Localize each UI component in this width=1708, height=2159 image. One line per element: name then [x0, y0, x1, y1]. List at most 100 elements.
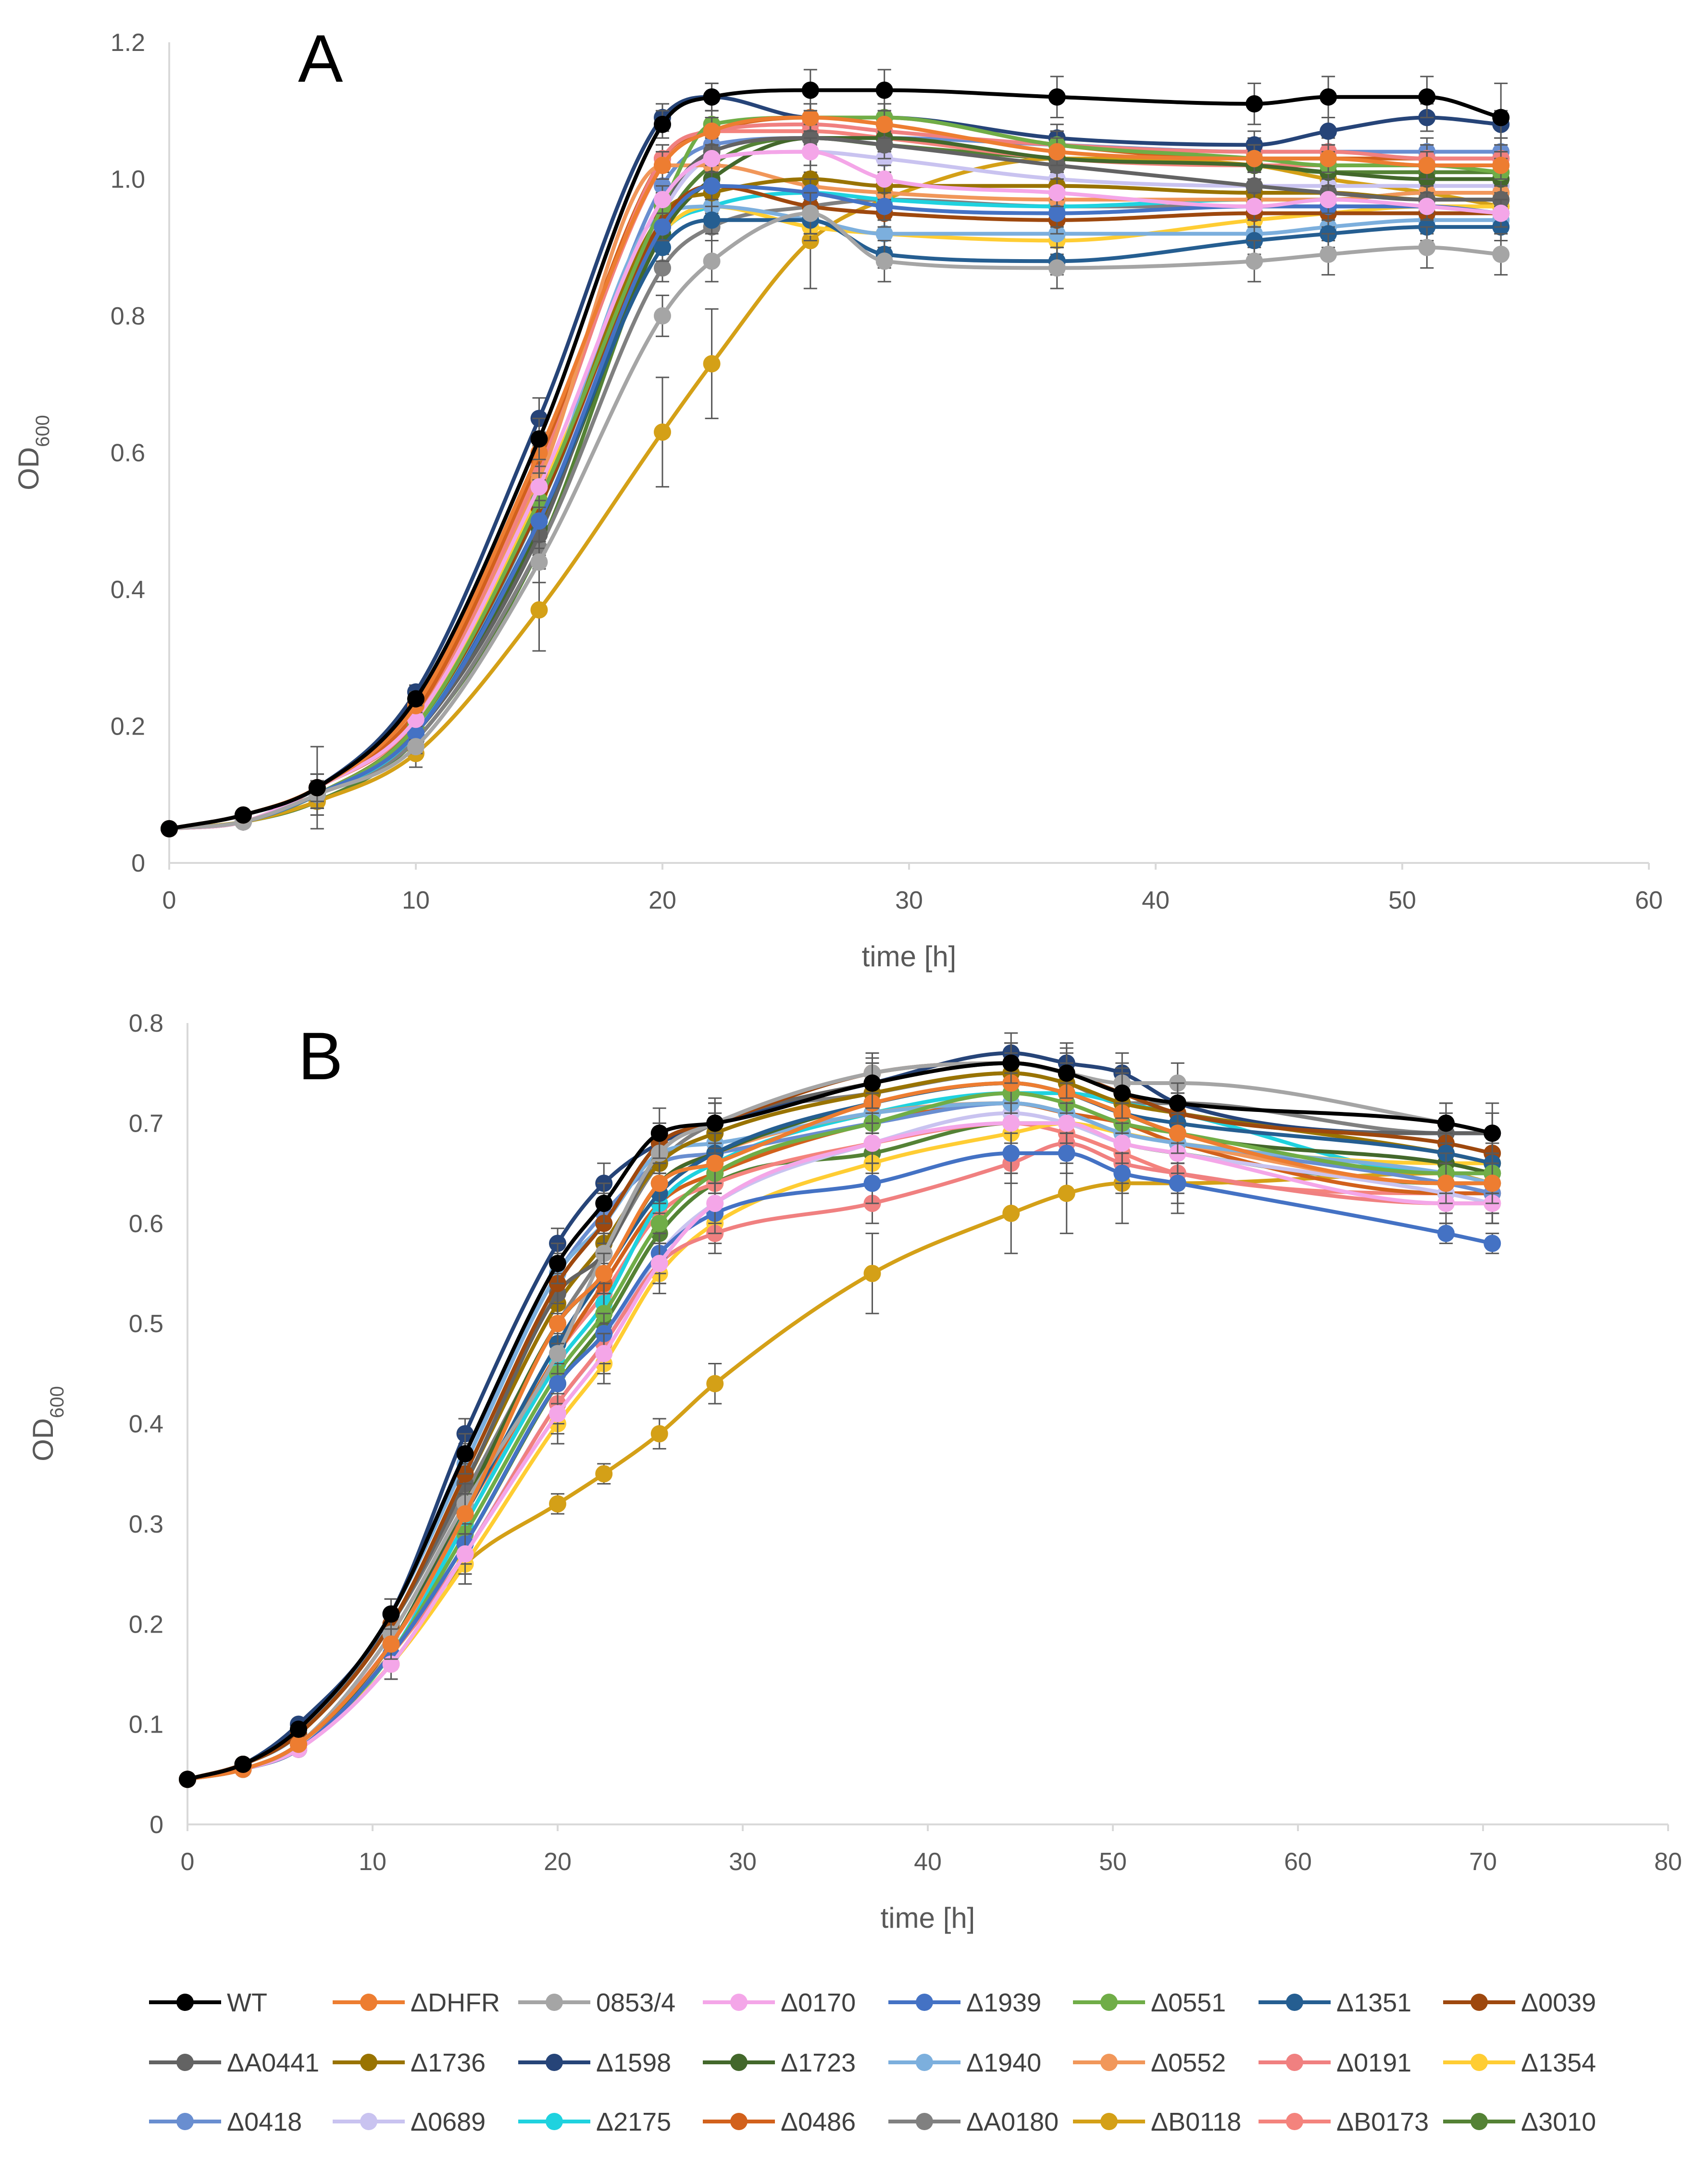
legend-label: Δ1736 [411, 2048, 486, 2077]
data-point [1169, 1124, 1186, 1142]
y-tick-label: 0 [131, 849, 145, 877]
data-point [530, 478, 548, 496]
data-point [1418, 198, 1436, 215]
data-point [595, 1465, 613, 1483]
legend-item-dhfr: ΔDHFR [333, 1988, 500, 2017]
data-point [1492, 245, 1510, 263]
data-point [703, 252, 721, 270]
data-point [382, 1635, 400, 1653]
y-tick-label: 1.0 [111, 166, 145, 194]
data-point [1320, 245, 1337, 263]
x-tick-label: 40 [1142, 886, 1170, 914]
legend-label: Δ0689 [411, 2108, 486, 2136]
legend-marker [1286, 2113, 1303, 2130]
chart-a: 0 0.2 0.4 0.6 0.8 1.0 1.2 0 10 20 30 40 50 60 time [h]… [12, 21, 1663, 973]
legend-item-1940: Δ1940 [888, 2048, 1041, 2077]
data-point [1437, 1114, 1455, 1132]
legend-marker [916, 1994, 933, 2011]
data-point [875, 225, 893, 243]
legend-marker [1286, 1994, 1303, 2011]
data-point [1246, 95, 1263, 113]
data-point [650, 1124, 668, 1142]
data-point [1058, 1185, 1075, 1202]
data-point [875, 170, 893, 188]
legend-item-wt: WT [149, 1988, 267, 2017]
series-line [169, 211, 1501, 831]
data-point [456, 1445, 474, 1463]
data-point [1484, 1124, 1501, 1142]
y-tick-label: 0.2 [129, 1610, 163, 1638]
y-tick-label: 0.6 [111, 439, 145, 467]
data-point [703, 355, 721, 373]
data-point [407, 738, 424, 756]
data-point [549, 1495, 566, 1513]
legend-marker [1471, 2113, 1488, 2130]
legend-marker [176, 2054, 194, 2071]
legend-item-3010: Δ3010 [1443, 2108, 1596, 2136]
legend-marker [546, 2113, 563, 2130]
data-point [308, 779, 326, 797]
legend-item-a0180: ΔA0180 [888, 2108, 1059, 2136]
y-axis-label-main: OD [12, 447, 45, 490]
legend-item-0552: Δ0552 [1073, 2048, 1226, 2077]
legend-label: ΔB0173 [1336, 2108, 1429, 2136]
data-point [1418, 88, 1436, 106]
data-point [1437, 1224, 1455, 1242]
x-tick-label: 40 [914, 1848, 942, 1876]
data-point [407, 711, 424, 728]
data-point [1484, 1174, 1501, 1192]
data-point [1320, 122, 1337, 140]
data-point [863, 1174, 881, 1192]
data-point [1246, 177, 1263, 195]
data-point [801, 109, 819, 126]
data-point [706, 1375, 724, 1393]
data-point [650, 1174, 668, 1192]
data-point [654, 115, 671, 133]
y-tick-label: 0.1 [129, 1711, 163, 1739]
data-point [875, 252, 893, 270]
data-point [875, 115, 893, 133]
data-point [650, 1214, 668, 1232]
legend-item-1939: Δ1939 [888, 1988, 1041, 2017]
legend-marker [1100, 1994, 1118, 2011]
series-line [169, 115, 1501, 831]
legend-label: Δ1598 [596, 2048, 671, 2077]
data-point [1048, 259, 1066, 277]
x-tick-label: 0 [162, 886, 176, 914]
data-point [1002, 1054, 1020, 1072]
y-tick-label: 0.3 [129, 1510, 163, 1538]
data-point [1492, 157, 1510, 175]
legend-marker [1286, 2054, 1303, 2071]
legend-label: Δ2175 [596, 2108, 671, 2136]
legend-marker [916, 2054, 933, 2071]
data-point [1002, 1114, 1020, 1132]
legend-item-0191: Δ0191 [1259, 2048, 1411, 2077]
legend-label: Δ0486 [781, 2108, 856, 2136]
data-point [1058, 1114, 1075, 1132]
series-dhfr [161, 103, 1510, 837]
data-point [1113, 1164, 1131, 1182]
data-point [654, 218, 671, 236]
data-point [1058, 1064, 1075, 1082]
x-tick-label: 30 [895, 886, 923, 914]
x-axis-label: time [h] [862, 940, 957, 973]
data-point [1246, 252, 1263, 270]
data-point [703, 88, 721, 106]
data-point [863, 1264, 881, 1282]
data-point [1492, 204, 1510, 222]
data-point [654, 423, 671, 441]
data-point [650, 1255, 668, 1273]
x-axis-label: time [h] [881, 1902, 975, 1934]
legend-marker [730, 2054, 748, 2071]
data-point [595, 1195, 613, 1212]
data-point [1048, 88, 1066, 106]
y-axis-label-subscript: 600 [47, 1386, 68, 1418]
legend-marker [360, 1994, 377, 2011]
legend-marker [1471, 2054, 1488, 2071]
y-tick-label: 0.2 [111, 713, 145, 741]
data-point [530, 430, 548, 448]
legend-item-0418: Δ0418 [149, 2108, 302, 2136]
data-point [234, 1755, 252, 1773]
data-point [530, 512, 548, 530]
